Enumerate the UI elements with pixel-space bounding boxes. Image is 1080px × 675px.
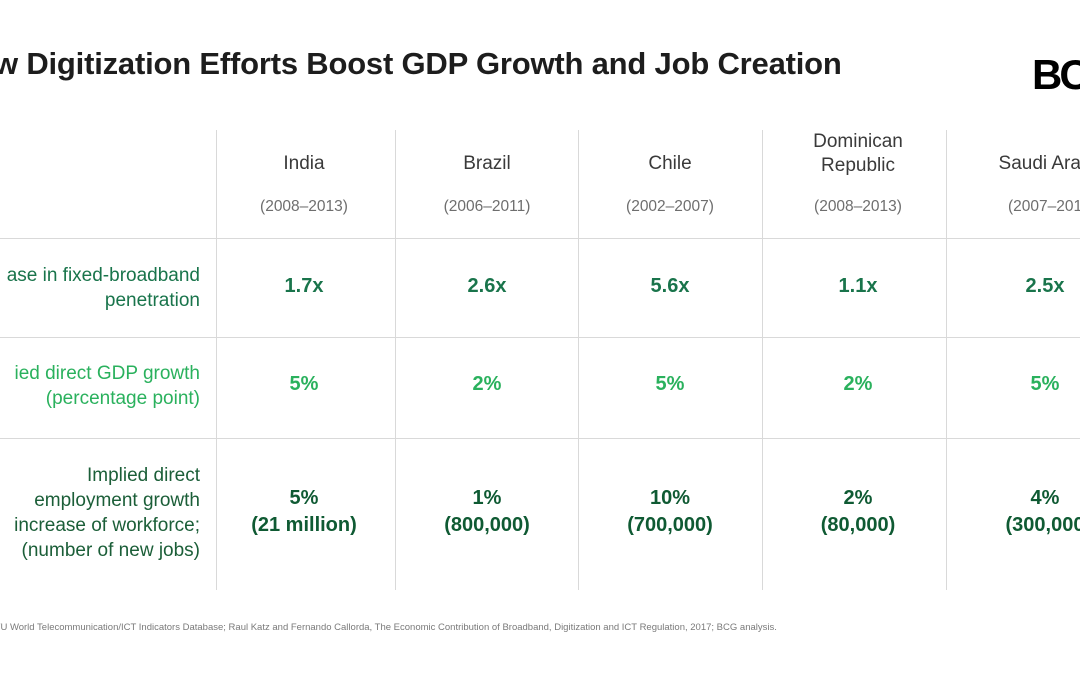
column-divider <box>762 130 763 590</box>
row-divider <box>0 337 1080 338</box>
row-label: ied direct GDP growth (percentage point) <box>14 361 200 411</box>
table-cell: 5% <box>955 371 1080 398</box>
cell-jobs: (21 million) <box>251 514 357 536</box>
table-cell: 4% (300,000 <box>955 485 1080 539</box>
table-cell: 5% <box>580 371 760 398</box>
column-header-country: Saudi Arab <box>998 153 1080 174</box>
cell-value: 5.6x <box>650 275 690 297</box>
table-cell: 2.6x <box>397 273 577 300</box>
row-divider <box>0 438 1080 439</box>
row-label-line: ase in fixed-broadband <box>6 265 200 286</box>
column-header-period: (2006–2011) <box>443 198 531 215</box>
page-title: w Digitization Efforts Boost GDP Growth … <box>0 46 842 81</box>
row-label-line: penetration <box>104 290 200 311</box>
column-header-country: Brazil <box>463 153 511 174</box>
column-divider <box>216 130 217 590</box>
cell-jobs: (800,000) <box>444 514 530 536</box>
column-header-country: Dominican Republic <box>813 131 903 176</box>
cell-value: 10% <box>649 487 691 509</box>
cell-value: 2.5x <box>1025 275 1065 297</box>
cell-value: 1.1x <box>838 275 878 297</box>
cell-jobs: (80,000) <box>820 514 896 536</box>
column-header-country: Chile <box>648 153 692 174</box>
table-cell: 5% (21 million) <box>214 485 394 539</box>
cell-value: 2.6x <box>467 275 507 297</box>
row-label: ase in fixed-broadband penetration <box>7 263 200 313</box>
row-label: Implied direct employment growth increase … <box>14 463 200 563</box>
cell-value: 5% <box>655 373 685 395</box>
table-cell: 10% (700,000) <box>580 485 760 539</box>
row-label-line: (number of new jobs) <box>21 540 200 561</box>
cell-value: 5% <box>289 373 319 395</box>
row-label-line: (percentage point) <box>45 388 200 409</box>
column-divider <box>578 130 579 590</box>
table-cell: 1.1x <box>768 273 948 300</box>
cell-value: 1% <box>472 487 502 509</box>
table-cell: 1% (800,000) <box>397 485 577 539</box>
row-label-line: ied direct GDP growth <box>14 363 200 384</box>
bcg-logo: BCG <box>1032 51 1080 98</box>
column-header-period: (2007–201 <box>1007 198 1080 215</box>
column-divider <box>395 130 396 590</box>
cell-jobs: (700,000) <box>627 514 713 536</box>
cell-value: 2% <box>843 487 873 509</box>
column-header-period: (2002–2007) <box>626 198 714 215</box>
row-label-line: increase of workforce; <box>14 515 200 536</box>
cell-value: 4% <box>1030 487 1060 509</box>
cell-jobs: (300,000 <box>1005 514 1080 536</box>
column-header-period: (2008–2013) <box>260 198 348 215</box>
cell-value: 5% <box>1030 373 1060 395</box>
column-header-country: India <box>283 153 325 174</box>
column-divider <box>946 130 947 590</box>
row-label-line: employment growth <box>34 490 200 511</box>
cell-value: 5% <box>289 487 319 509</box>
row-divider <box>0 238 1080 239</box>
cell-value: 1.7x <box>284 275 324 297</box>
table-cell: 2.5x <box>955 273 1080 300</box>
column-header-period: (2008–2013) <box>814 198 902 215</box>
source-note: ITU World Telecommunication/ICT Indicato… <box>0 622 777 633</box>
cell-value: 2% <box>843 373 873 395</box>
table-cell: 5% <box>214 371 394 398</box>
table-cell: 1.7x <box>214 273 394 300</box>
cell-value: 2% <box>472 373 502 395</box>
table-cell: 2% <box>397 371 577 398</box>
row-label-line: Implied direct <box>87 465 200 486</box>
table-cell: 5.6x <box>580 273 760 300</box>
table-cell: 2% (80,000) <box>768 485 948 539</box>
table-cell: 2% <box>768 371 948 398</box>
